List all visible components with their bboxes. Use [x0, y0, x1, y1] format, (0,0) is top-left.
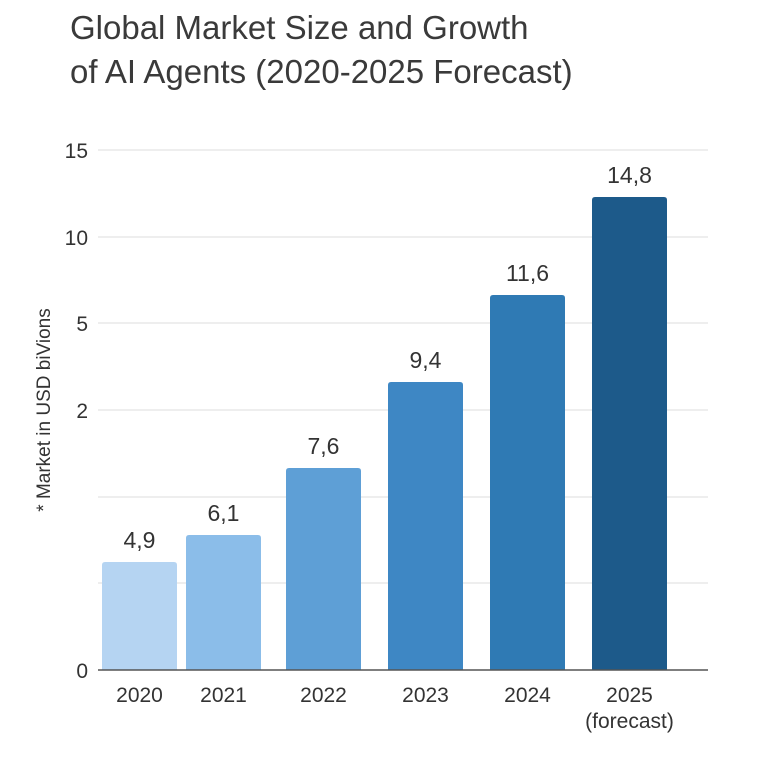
data-label: 6,1 [208, 500, 240, 526]
y-tick-label: 5 [76, 313, 88, 336]
bar-2020 [102, 562, 177, 670]
title-line-2: of AI Agents (2020-2025 Forecast) [70, 53, 573, 90]
x-tick-sublabel: (forecast) [585, 710, 674, 733]
data-label: 9,4 [410, 347, 442, 373]
y-tick-label: 0 [76, 660, 88, 683]
x-tick-label: 2022 [300, 684, 347, 707]
bar-2021 [186, 535, 261, 670]
y-tick-label: 10 [65, 227, 88, 250]
x-tick-label: 2020 [116, 684, 163, 707]
title-line-1: Global Market Size and Growth [70, 9, 529, 46]
y-axis-label: * Market in USD biVions [34, 308, 55, 511]
data-label: 11,6 [506, 260, 549, 286]
data-label: 14,8 [607, 162, 652, 188]
bar-2025 [592, 197, 667, 670]
bar-2023 [388, 382, 463, 670]
x-tick-label: 2021 [200, 684, 247, 707]
chart-title: Global Market Size and Growth of AI Agen… [70, 6, 573, 94]
bar-2024 [490, 295, 565, 670]
bar-2022 [286, 468, 361, 670]
x-tick-label: 2024 [504, 684, 551, 707]
x-tick-label: 2025 [606, 684, 653, 707]
y-tick-label: 2 [76, 400, 88, 423]
x-tick-label: 2023 [402, 684, 449, 707]
y-tick-label: 15 [65, 140, 88, 163]
data-label: 4,9 [124, 527, 156, 553]
data-label: 7,6 [308, 433, 340, 459]
